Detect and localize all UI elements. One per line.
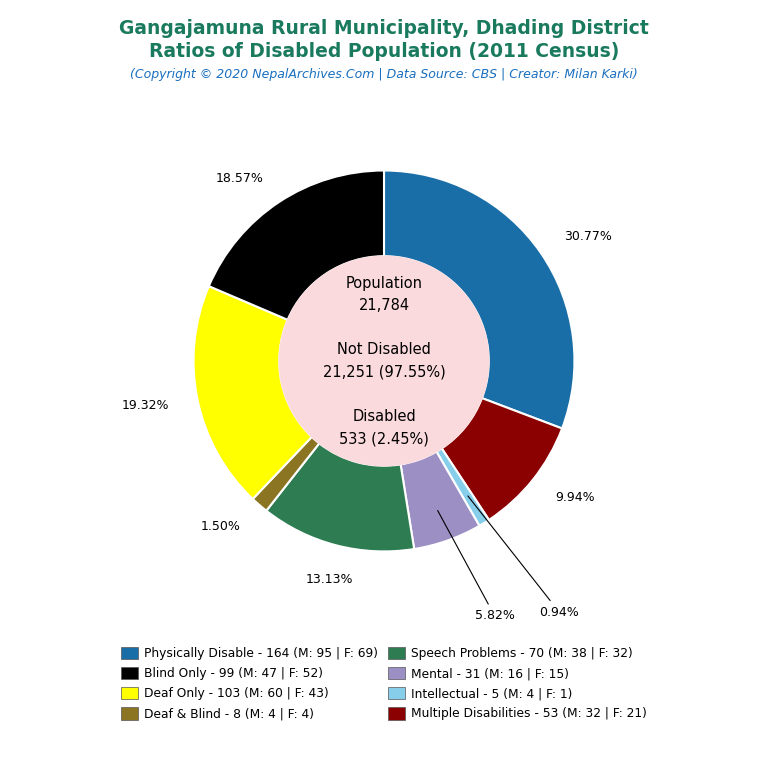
Text: 1.50%: 1.50%: [200, 520, 240, 533]
Text: Gangajamuna Rural Municipality, Dhading District: Gangajamuna Rural Municipality, Dhading …: [119, 19, 649, 38]
Text: 5.82%: 5.82%: [438, 511, 515, 622]
Wedge shape: [209, 170, 384, 319]
Wedge shape: [442, 398, 562, 520]
Text: Population
21,784

Not Disabled
21,251 (97.55%)

Disabled
533 (2.45%): Population 21,784 Not Disabled 21,251 (9…: [323, 276, 445, 446]
Wedge shape: [436, 449, 489, 526]
Text: 18.57%: 18.57%: [216, 172, 263, 184]
Text: 13.13%: 13.13%: [306, 573, 353, 586]
Text: 9.94%: 9.94%: [555, 492, 594, 505]
Wedge shape: [266, 443, 414, 551]
Circle shape: [280, 257, 488, 465]
Text: 30.77%: 30.77%: [564, 230, 612, 243]
Wedge shape: [194, 286, 312, 499]
Text: (Copyright © 2020 NepalArchives.Com | Data Source: CBS | Creator: Milan Karki): (Copyright © 2020 NepalArchives.Com | Da…: [130, 68, 638, 81]
Wedge shape: [253, 437, 319, 511]
Wedge shape: [384, 170, 574, 429]
Text: 0.94%: 0.94%: [468, 496, 579, 618]
Legend: Physically Disable - 164 (M: 95 | F: 69), Blind Only - 99 (M: 47 | F: 52), Deaf : Physically Disable - 164 (M: 95 | F: 69)…: [121, 647, 647, 720]
Text: 19.32%: 19.32%: [122, 399, 170, 412]
Text: Ratios of Disabled Population (2011 Census): Ratios of Disabled Population (2011 Cens…: [149, 42, 619, 61]
Wedge shape: [401, 452, 479, 549]
